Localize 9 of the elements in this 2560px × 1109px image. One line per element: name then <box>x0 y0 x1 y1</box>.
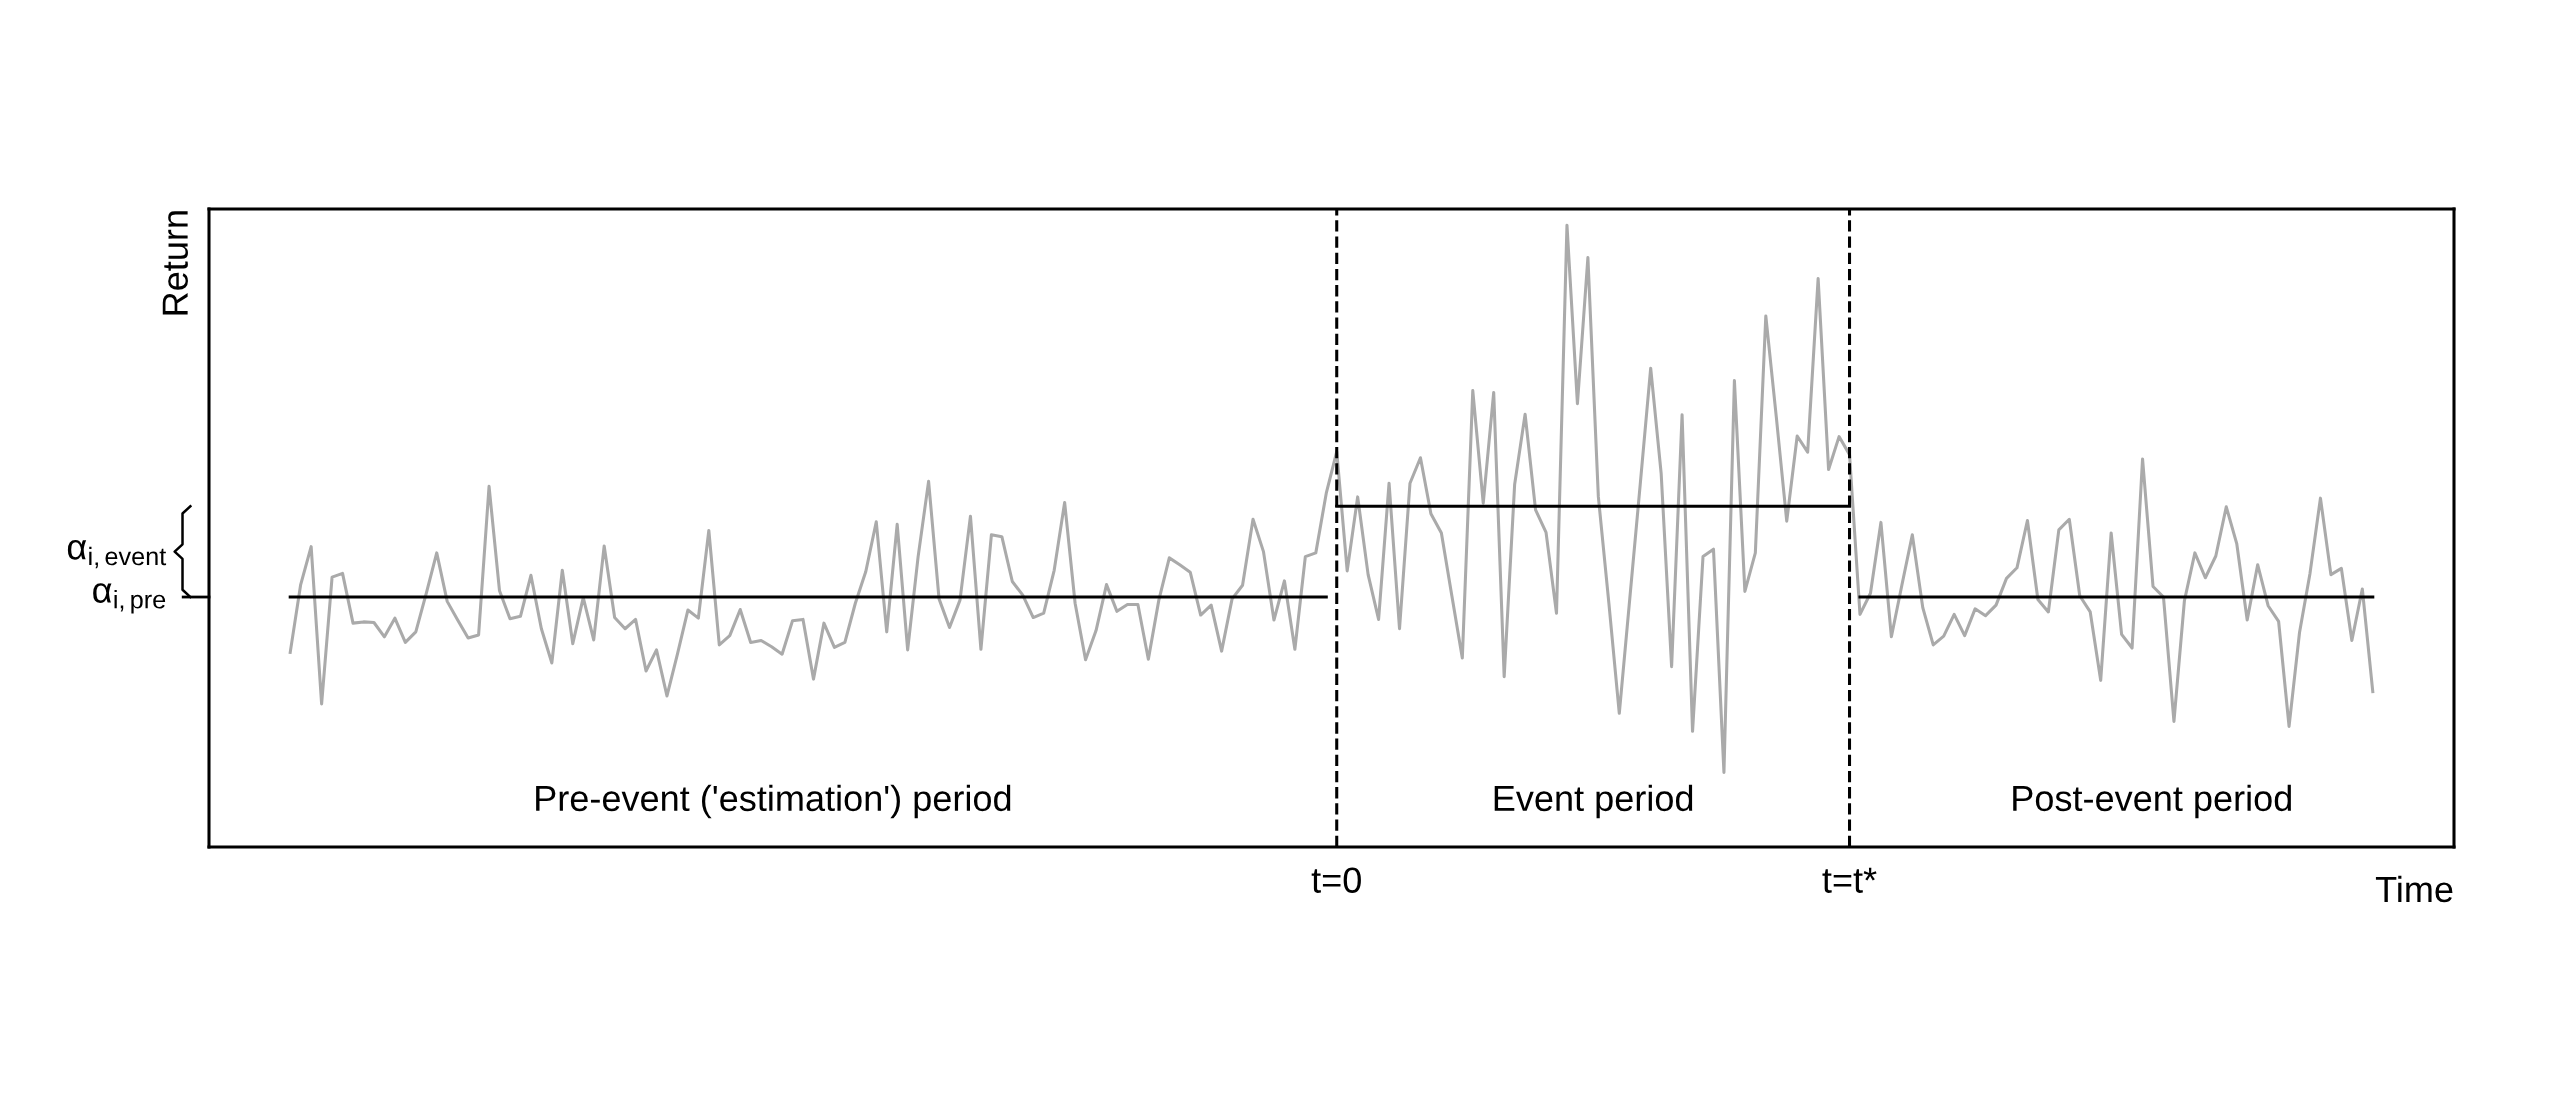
x-tick-label: t=t* <box>1822 867 1877 893</box>
annotation: Event period <box>1494 784 1693 819</box>
y-axis-title: Return <box>162 211 188 315</box>
x-tick-label: t=0 <box>1311 867 1361 893</box>
text: α$_{i,event}$ <box>67 539 167 569</box>
annotation: Post-event period <box>2013 784 2291 819</box>
text: α$_{i,pre}$ <box>93 583 166 614</box>
annotation: Pre-event ('estimation') period <box>536 784 1011 819</box>
x-axis-title: Time <box>2375 875 2453 903</box>
